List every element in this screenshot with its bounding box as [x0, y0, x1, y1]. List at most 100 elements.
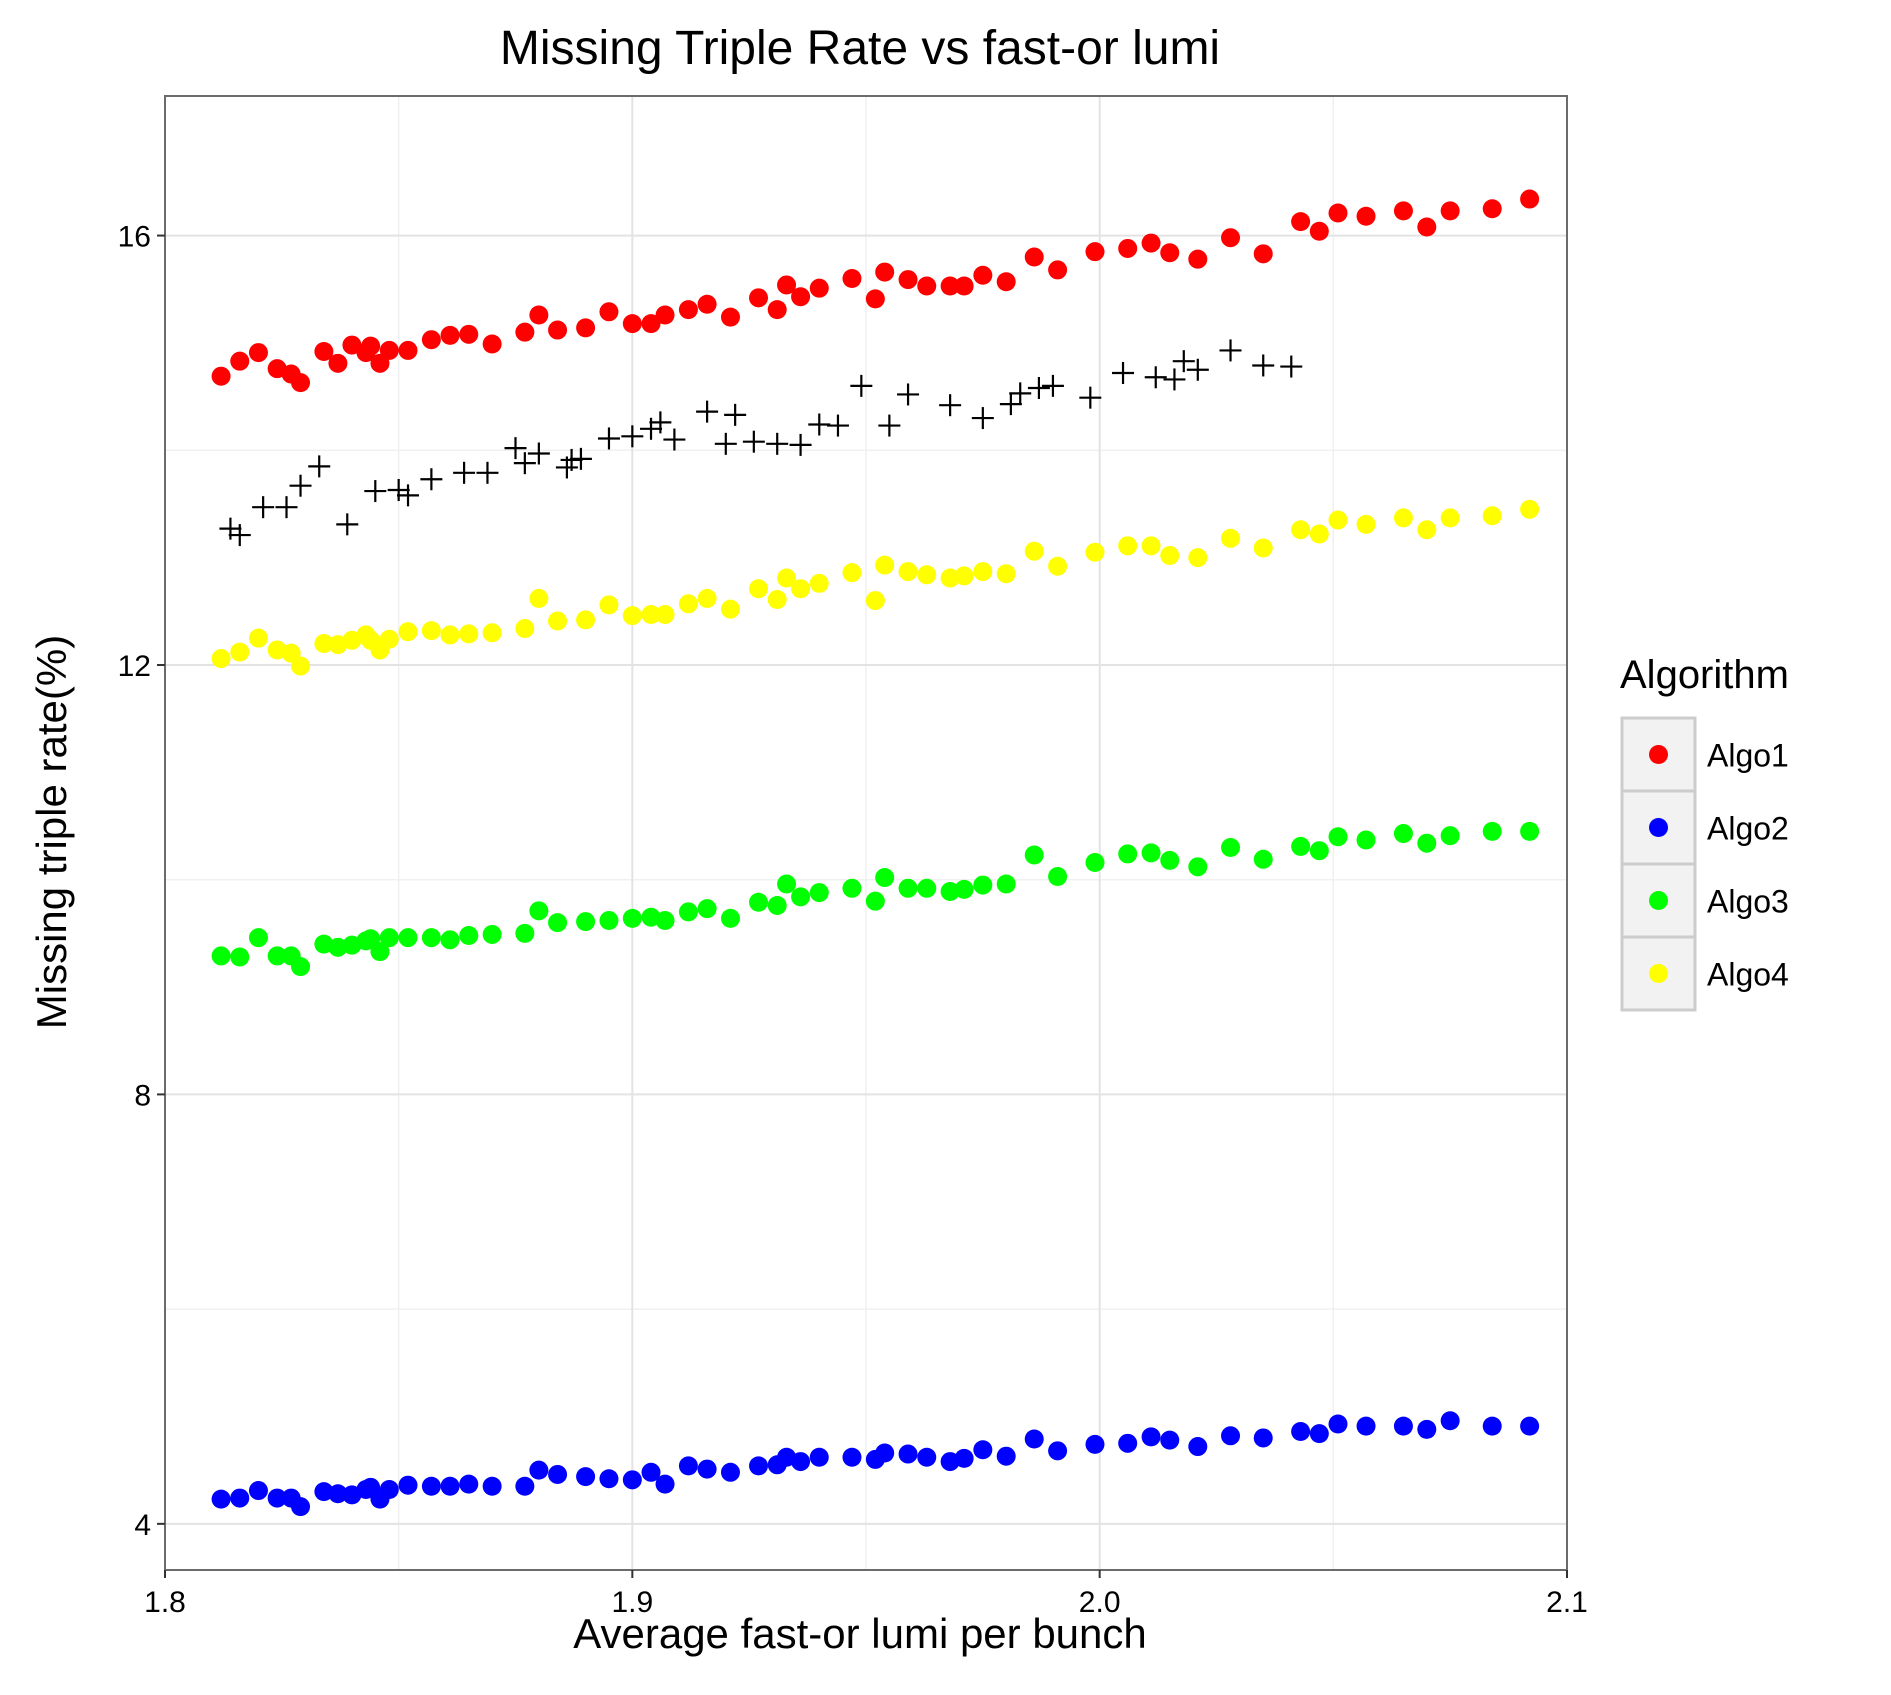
- data-point-plus: [364, 480, 387, 503]
- data-point-algo2: [1291, 1422, 1311, 1442]
- x-tick-label: 2.1: [1546, 1586, 1588, 1619]
- data-point-algo4: [809, 573, 829, 593]
- legend-key-algo1: [1649, 745, 1668, 764]
- data-point-plus: [850, 374, 873, 397]
- data-point-algo2: [482, 1476, 502, 1496]
- data-point-algo2: [1520, 1416, 1540, 1436]
- data-point-algo3: [1356, 830, 1376, 850]
- data-point-algo4: [622, 606, 642, 626]
- data-point-algo1: [379, 340, 399, 360]
- data-point-plus: [696, 400, 719, 423]
- data-point-algo1: [809, 278, 829, 298]
- data-point-algo4: [529, 588, 549, 608]
- data-point-algo3: [548, 913, 568, 933]
- data-point-plus: [808, 413, 831, 436]
- data-point-algo3: [515, 923, 535, 943]
- data-point-plus: [1186, 358, 1209, 381]
- data-point-algo3: [697, 899, 717, 919]
- data-point-algo4: [1440, 508, 1460, 528]
- data-point-algo4: [230, 642, 250, 662]
- data-point-plus: [527, 442, 550, 465]
- data-point-algo2: [1141, 1427, 1161, 1447]
- data-point-algo4: [865, 591, 885, 611]
- data-point-algo4: [576, 610, 596, 630]
- data-point-plus: [999, 393, 1022, 416]
- data-point-algo3: [622, 908, 642, 928]
- data-point-algo4: [875, 555, 895, 575]
- data-point-algo4: [1520, 499, 1540, 519]
- data-point-algo3: [1048, 866, 1068, 886]
- data-point-algo3: [248, 928, 268, 948]
- data-point-algo4: [515, 618, 535, 638]
- data-point-algo3: [1085, 853, 1105, 873]
- data-point-algo4: [720, 599, 740, 619]
- data-point-algo3: [576, 912, 596, 932]
- legend: Algorithm Algo1 Algo2 Algo3 Algo4: [1620, 653, 1789, 1012]
- plot-panel: 1.8 1.9 2.0 2.1 4 8 12 16: [118, 95, 1588, 1619]
- data-point-algo1: [328, 353, 348, 373]
- legend-key-algo2: [1649, 818, 1668, 837]
- data-point-algo2: [1160, 1430, 1180, 1450]
- data-point-plus: [252, 496, 275, 519]
- data-point-algo3: [720, 908, 740, 928]
- data-point-algo2: [1356, 1416, 1376, 1436]
- data-point-algo3: [398, 928, 418, 948]
- data-point-algo3: [655, 910, 675, 930]
- data-point-algo3: [1024, 845, 1044, 865]
- data-point-plus: [513, 452, 536, 475]
- data-point-algo4: [599, 595, 619, 615]
- data-point-algo1: [211, 366, 231, 386]
- data-point-algo3: [898, 878, 918, 898]
- data-point-plus: [387, 478, 410, 501]
- data-point-algo1: [954, 276, 974, 296]
- data-point-algo4: [777, 568, 797, 588]
- data-point-plus: [1009, 382, 1032, 405]
- data-point-algo1: [678, 300, 698, 320]
- x-axis-title: Average fast-or lumi per bunch: [573, 1610, 1147, 1657]
- data-point-algo3: [940, 882, 960, 902]
- data-point-algo1: [898, 270, 918, 290]
- data-point-algo3: [1417, 833, 1437, 853]
- data-point-algo3: [767, 895, 787, 915]
- data-point-algo4: [1393, 508, 1413, 528]
- data-point-algo2: [1417, 1419, 1437, 1439]
- data-point-algo1: [515, 322, 535, 342]
- data-point-algo3: [996, 874, 1016, 894]
- data-point-algo3: [777, 874, 797, 894]
- data-point-algo2: [973, 1440, 993, 1460]
- data-point-algo1: [548, 320, 568, 340]
- data-point-plus: [724, 403, 747, 426]
- data-point-algo1: [1328, 203, 1348, 223]
- data-point-plus: [742, 430, 765, 453]
- data-point-algo1: [875, 262, 895, 282]
- data-point-plus: [897, 383, 920, 406]
- data-point-algo1: [1188, 249, 1208, 269]
- data-point-algo3: [1309, 841, 1329, 861]
- data-point-plus: [1252, 354, 1275, 377]
- data-point-algo4: [1188, 548, 1208, 568]
- data-point-algo3: [842, 878, 862, 898]
- legend-title: Algorithm: [1620, 653, 1789, 697]
- data-point-plus: [1144, 366, 1167, 389]
- data-point-algo1: [865, 289, 885, 309]
- data-point-algo2: [379, 1479, 399, 1499]
- data-point-plus: [597, 427, 620, 450]
- data-point-algo1: [421, 330, 441, 350]
- data-point-algo3: [917, 878, 937, 898]
- data-point-algo2: [917, 1447, 937, 1467]
- data-point-algo1: [440, 325, 460, 345]
- data-point-plus: [275, 496, 298, 519]
- data-point-algo4: [1118, 536, 1138, 556]
- y-tick-label: 12: [118, 650, 151, 683]
- data-point-algo4: [898, 562, 918, 582]
- data-point-algo2: [548, 1464, 568, 1484]
- data-point-algo2: [791, 1452, 811, 1472]
- data-point-algo3: [370, 942, 390, 962]
- data-point-algo2: [1482, 1416, 1502, 1436]
- data-point-algo4: [917, 565, 937, 585]
- data-point-algo3: [1291, 836, 1311, 856]
- data-point-algo4: [459, 624, 479, 644]
- data-point-algo1: [599, 302, 619, 322]
- data-point-plus: [826, 414, 849, 437]
- data-point-algo3: [1482, 821, 1502, 841]
